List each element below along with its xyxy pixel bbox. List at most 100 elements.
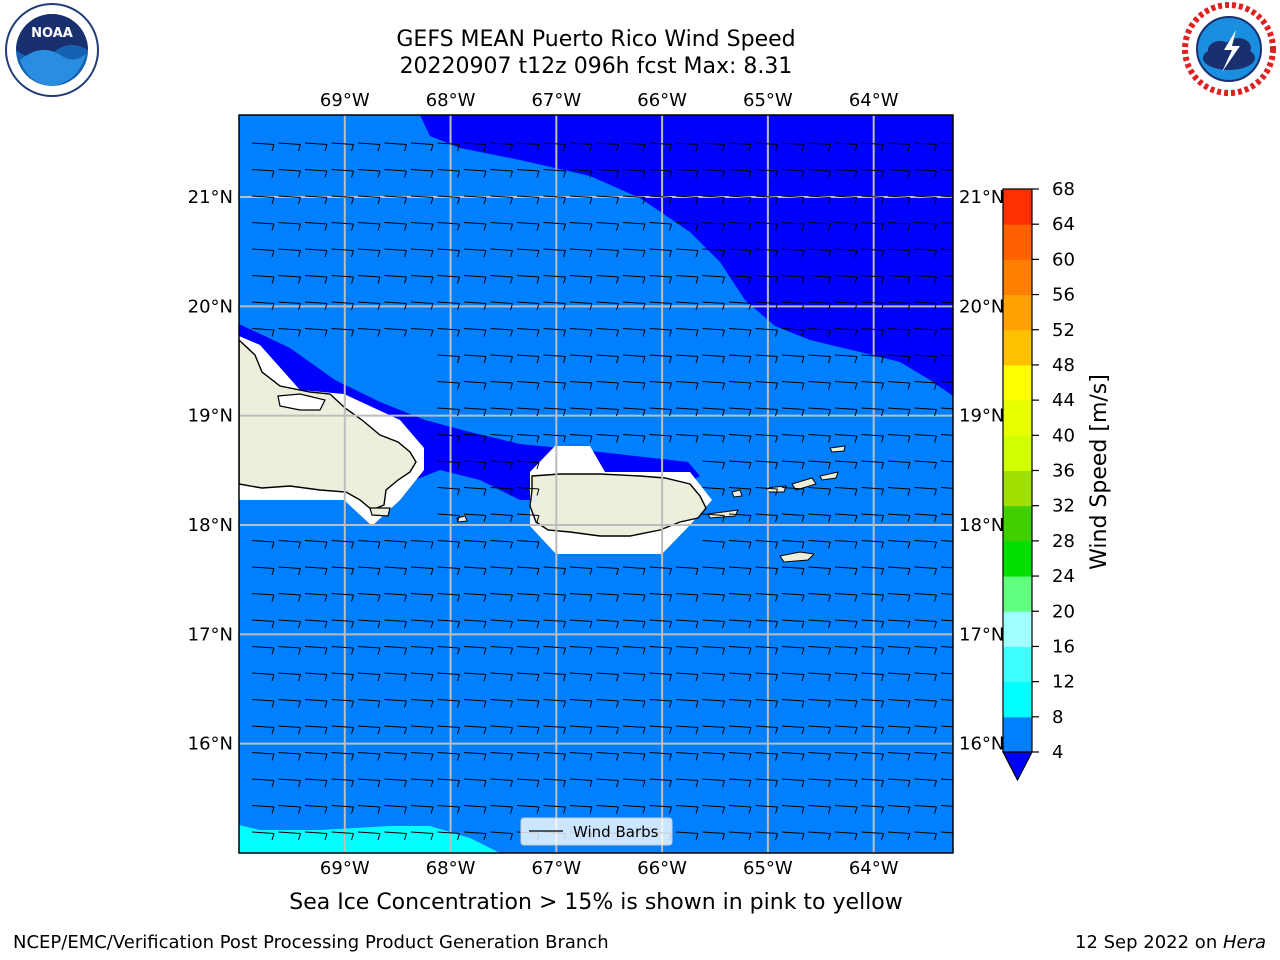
wind-barb — [278, 831, 301, 841]
wind-barb — [914, 195, 937, 205]
wind-barb — [834, 672, 858, 682]
wind-barb — [887, 248, 911, 258]
wind-barb — [357, 248, 381, 258]
wind-barb — [437, 354, 460, 364]
wind-barb — [781, 540, 805, 549]
wind-barb — [516, 301, 540, 311]
wind-barb — [331, 328, 354, 337]
wind-barb — [410, 195, 434, 205]
wind-barb — [649, 672, 672, 682]
wind-barb — [728, 407, 752, 417]
wind-barb — [596, 778, 619, 788]
wind-barb — [887, 540, 911, 549]
wind-barb — [278, 593, 301, 602]
wind-barb — [516, 752, 540, 761]
wind-barb — [596, 169, 619, 178]
wind-barb — [490, 805, 513, 814]
wind-barb — [781, 619, 805, 629]
wind-barb — [251, 301, 275, 311]
wind-barb — [410, 699, 434, 708]
wind-barb — [251, 778, 275, 788]
wind-barb — [649, 434, 672, 443]
wind-barb — [490, 540, 513, 549]
wind-barb — [781, 699, 805, 708]
wind-barb — [304, 566, 328, 576]
wind-barb — [331, 540, 354, 549]
wind-barb — [384, 328, 407, 337]
wind-barb — [463, 778, 487, 788]
wind-barb — [278, 328, 301, 337]
wind-barb — [596, 725, 619, 735]
wind-barb — [331, 699, 354, 708]
wind-barb — [728, 805, 752, 814]
wind-barb — [861, 672, 884, 682]
wind-barb — [755, 275, 778, 284]
wind-barb — [357, 566, 381, 576]
wind-barb — [861, 195, 884, 205]
wind-barb — [543, 752, 566, 761]
wind-barb — [304, 699, 328, 708]
wind-barb — [278, 699, 301, 708]
wind-barb — [940, 460, 953, 463]
wind-barb — [755, 725, 778, 735]
wind-barb — [490, 248, 513, 258]
wind-barb — [490, 195, 513, 205]
wind-barb — [702, 566, 725, 576]
wind-barb — [622, 805, 646, 814]
wind-barb — [649, 328, 672, 337]
wind-barb — [702, 301, 725, 311]
wind-barb — [808, 195, 831, 205]
wind-barb — [410, 301, 434, 311]
wind-barb — [516, 540, 540, 549]
wind-barb — [755, 328, 778, 337]
wind-barb — [410, 328, 434, 337]
wind-barb — [914, 248, 937, 258]
wind-barb — [543, 275, 566, 284]
longitude-labels-bottom: 69°W 68°W 67°W 66°W 65°W 64°W — [320, 858, 899, 879]
wind-barb — [251, 619, 275, 629]
wind-barb — [463, 831, 487, 841]
wind-barb — [649, 169, 672, 178]
wind-barb — [543, 646, 566, 655]
wind-barb — [437, 275, 460, 284]
wind-barb — [543, 699, 566, 708]
wind-barb — [331, 646, 354, 655]
wind-barb — [410, 222, 434, 231]
wind-barb — [675, 593, 699, 602]
wind-barb — [357, 672, 381, 682]
wind-barb — [516, 566, 540, 576]
wind-barb — [516, 328, 540, 337]
wind-barb — [251, 222, 275, 231]
wind-barb — [702, 328, 725, 337]
wind-barb — [755, 195, 778, 205]
wind-barb — [516, 805, 540, 814]
wind-barb — [463, 646, 487, 655]
wind-barb — [463, 566, 487, 576]
wind-barb — [649, 752, 672, 761]
wind-barb — [543, 434, 566, 443]
wind-barb — [437, 778, 460, 788]
wind-barb — [437, 460, 460, 470]
wind-barb — [649, 619, 672, 629]
wind-barb — [675, 752, 699, 761]
wind-barb — [278, 566, 301, 576]
wind-barb — [887, 275, 911, 284]
land-hispaniola — [239, 339, 417, 511]
wind-barb — [543, 195, 566, 205]
wind-barb — [384, 301, 407, 311]
wind-barb — [569, 354, 593, 364]
wind-barbs — [251, 142, 953, 841]
sea-ice-caption: Sea Ice Concentration > 15% is shown in … — [289, 890, 903, 915]
wind-barb — [887, 778, 911, 788]
wind-barb — [622, 752, 646, 761]
wind-barb — [622, 248, 646, 258]
colorbar-block — [1003, 435, 1032, 471]
wind-barb — [940, 646, 953, 648]
wind-barb — [384, 566, 407, 576]
colorbar-tick-label: 48 — [1052, 355, 1075, 376]
wind-barb — [887, 169, 911, 178]
wind-barb — [755, 434, 778, 443]
wind-barb — [437, 222, 460, 231]
wind-barb — [490, 513, 513, 523]
